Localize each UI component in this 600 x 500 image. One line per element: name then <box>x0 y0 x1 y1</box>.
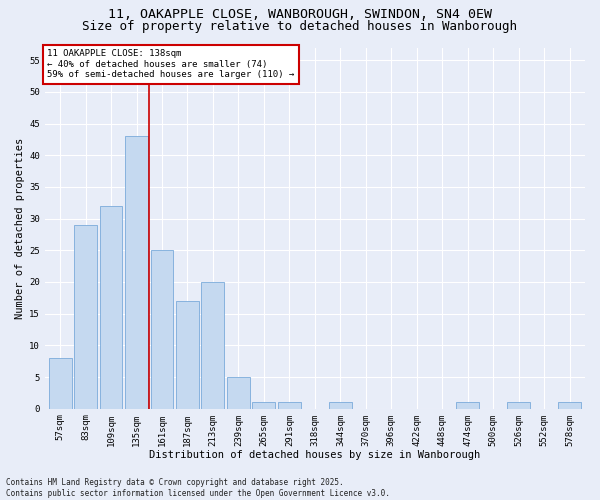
Bar <box>49 358 71 408</box>
Bar <box>125 136 148 408</box>
Bar <box>202 282 224 408</box>
Bar <box>329 402 352 408</box>
Text: Contains HM Land Registry data © Crown copyright and database right 2025.
Contai: Contains HM Land Registry data © Crown c… <box>6 478 390 498</box>
Bar <box>227 377 250 408</box>
Text: 11, OAKAPPLE CLOSE, WANBOROUGH, SWINDON, SN4 0EW: 11, OAKAPPLE CLOSE, WANBOROUGH, SWINDON,… <box>108 8 492 20</box>
Bar <box>278 402 301 408</box>
Bar <box>176 301 199 408</box>
Bar <box>457 402 479 408</box>
Y-axis label: Number of detached properties: Number of detached properties <box>15 138 25 318</box>
X-axis label: Distribution of detached houses by size in Wanborough: Distribution of detached houses by size … <box>149 450 481 460</box>
Text: Size of property relative to detached houses in Wanborough: Size of property relative to detached ho… <box>83 20 517 33</box>
Bar <box>151 250 173 408</box>
Bar <box>558 402 581 408</box>
Bar <box>507 402 530 408</box>
Bar <box>100 206 122 408</box>
Bar <box>74 225 97 408</box>
Bar <box>253 402 275 408</box>
Text: 11 OAKAPPLE CLOSE: 138sqm
← 40% of detached houses are smaller (74)
59% of semi-: 11 OAKAPPLE CLOSE: 138sqm ← 40% of detac… <box>47 50 295 79</box>
